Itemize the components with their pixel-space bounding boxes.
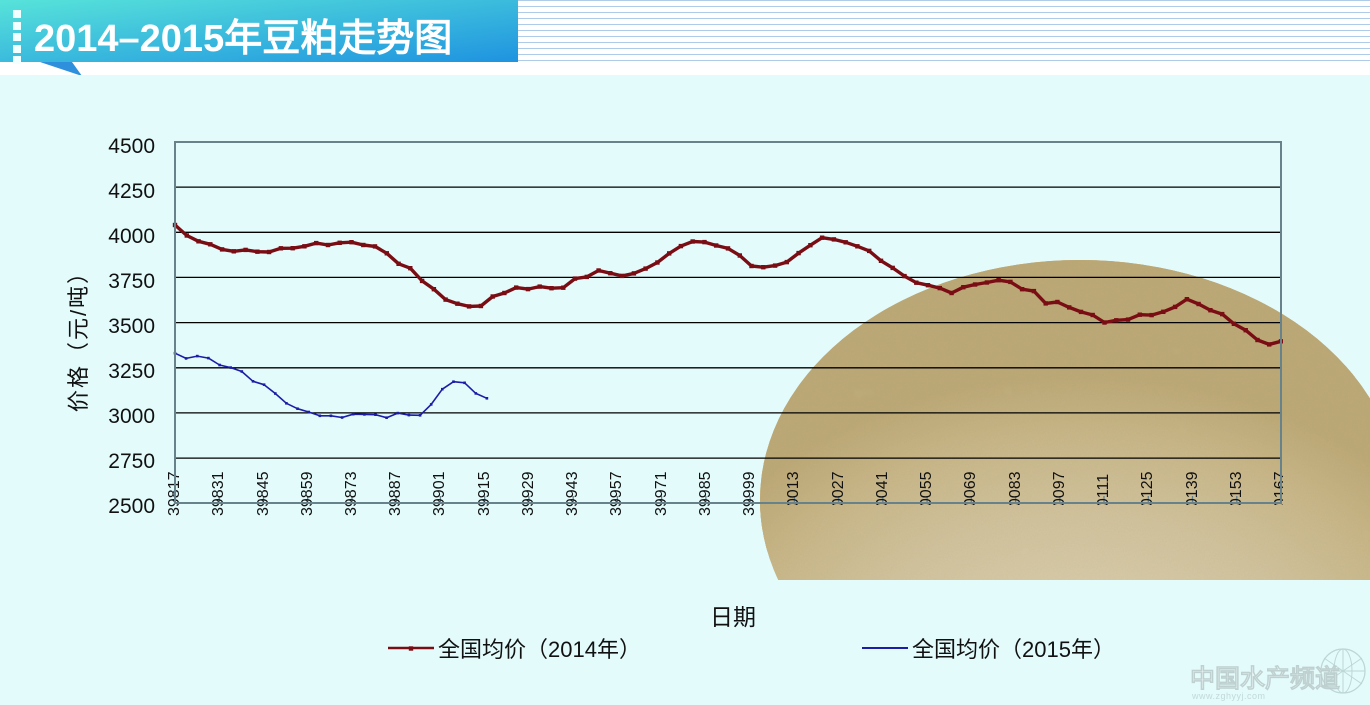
svg-text:中国水产频道: 中国水产频道 [1190, 664, 1340, 693]
svg-text:www.zghyyj.com: www.zghyyj.com [1191, 691, 1266, 701]
